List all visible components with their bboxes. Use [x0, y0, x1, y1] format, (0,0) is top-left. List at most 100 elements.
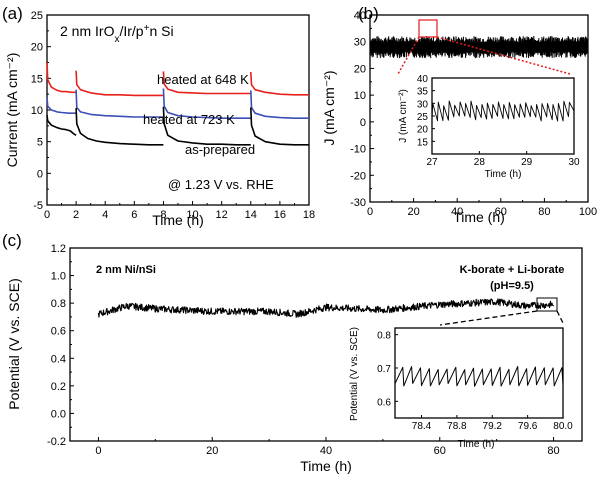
panel-c-ytick-label: 1.2	[51, 243, 66, 255]
panel-c-inset-xtick-label: 80.0	[553, 421, 573, 432]
panel-a-series	[46, 62, 309, 146]
panel-a-xtick-label: 10	[186, 209, 198, 221]
panel-a-note: @ 1.23 V vs. RHE	[168, 177, 274, 192]
panel-b-ytick-label: 30	[354, 37, 366, 49]
panel-a-xtick-label: 6	[131, 209, 137, 221]
series-648k-line	[46, 62, 77, 94]
panel-b-inset-ylabel: J (mA cm⁻²)	[398, 89, 409, 143]
panel-b-xtick-label: 40	[451, 206, 463, 218]
panel-a-title: 2 nm IrOx/Ir/p+n Si	[60, 23, 174, 45]
panel-b-inset-line	[431, 100, 575, 122]
panel-c-ytick-label: -0.2	[47, 436, 66, 448]
panel-b-ticks: 0 20 40 60 80 100 -30 -20 -10 0 10 20 30 40	[350, 10, 597, 218]
panel-b-inset-xtick-label: 30	[568, 157, 580, 168]
panel-a-ytick-label: 25	[31, 10, 43, 22]
panel-a-xtick-label: 14	[245, 209, 257, 221]
panel-c-zoom-line-right	[556, 310, 565, 326]
panel-b-label: (b)	[358, 4, 379, 23]
panel-a-xtick-label: 4	[102, 209, 108, 221]
panel-b-ytick-label: 10	[354, 90, 366, 102]
panel-a-ytick-label: 15	[31, 73, 43, 85]
panel-b-inset-ytick-label: 40	[417, 74, 429, 85]
series-as-prepared-line	[162, 106, 251, 146]
panel-c-ytick-label: 0.2	[51, 381, 66, 393]
series-723k-line	[162, 88, 251, 119]
panel-c-inset-ticks: 78.4 78.8 79.2 79.6 80.0 0.6 0.7 0.8	[377, 331, 573, 432]
panel-a-ytick-label: 10	[31, 105, 43, 117]
series-label-723k: heated at 723 K	[143, 112, 235, 127]
panel-c-ytick-label: 0.6	[51, 326, 66, 338]
series-label-as-prepared: as-prepared	[185, 142, 255, 157]
panel-c-inset: 78.4 78.8 79.2 79.6 80.0 0.6 0.7 0.8 Time (h) P…	[349, 327, 573, 450]
series-as-prepared-line	[250, 107, 309, 146]
series-as-prepared-line	[46, 115, 77, 136]
panel-c: (c) 0 20 40 60 80 -0.2 0.0 0.2 0.4 0.6 0.8 1.0 1.2 2…	[2, 231, 583, 474]
panel-b-ytick-label: -20	[350, 170, 366, 182]
series-label-648k: heated at 648 K	[157, 72, 249, 87]
panel-a-xtick-label: 8	[160, 209, 166, 221]
panel-b-zoom-line-left	[397, 36, 420, 75]
panel-c-ph: (pH=9.5)	[490, 280, 534, 292]
panel-c-xtick-label: 20	[206, 445, 218, 457]
series-648k-line	[162, 71, 251, 95]
panel-c-xtick-label: 80	[547, 445, 559, 457]
panel-b-xlabel: Time (h)	[453, 209, 505, 225]
panel-c-ytick-label: 0.4	[51, 353, 66, 365]
panel-c-xlabel: Time (h)	[300, 458, 352, 474]
panel-c-title: 2 nm Ni/nSi	[96, 264, 156, 276]
panel-b-inset-xtick-label: 27	[426, 157, 438, 168]
panel-b-inset-ytick-label: 20	[417, 125, 429, 136]
panel-c-inset-xtick-label: 79.6	[518, 421, 538, 432]
panel-b-ylabel: J (mA cm⁻²)	[321, 70, 337, 145]
panel-c-ytick-label: 1.0	[51, 271, 66, 283]
panel-b-inset-ytick-label: 15	[417, 137, 429, 148]
panel-a-ytick-label: -5	[33, 200, 43, 212]
panel-b-inset-ytick-label: 35	[417, 87, 429, 98]
panel-a-xtick-label: 18	[303, 209, 315, 221]
panel-b-inset-xlabel: Time (h)	[485, 169, 522, 180]
panel-c-zoom-box	[536, 297, 558, 312]
panel-c-inset-ytick-label: 0.8	[377, 331, 391, 342]
panel-c-inset-series	[394, 366, 564, 387]
panel-c-line	[97, 298, 555, 318]
panel-b-line	[369, 35, 589, 59]
panel-c-inset-xtick-label: 78.4	[412, 421, 432, 432]
panel-b-xtick-label: 20	[407, 206, 419, 218]
panel-a-ytick-label: 20	[31, 42, 43, 54]
series-648k-line	[75, 70, 164, 97]
panel-b-zoom-line-right	[436, 36, 571, 75]
panel-b-xtick-label: 60	[495, 206, 507, 218]
panel-a-ytick-label: 0	[37, 168, 43, 180]
panel-c-zoom-line-left	[439, 310, 538, 326]
panel-a-xtick-label: 16	[274, 209, 286, 221]
panel-b: (b) 0 20 40 60 80 100 -30 -20 -10 0 10 20 30 40 27 28 2…	[321, 4, 597, 225]
panel-a-ytick-label: 5	[37, 137, 43, 149]
panel-b-ytick-label: 40	[354, 10, 366, 22]
panel-b-inset-xtick-label: 28	[474, 157, 486, 168]
panel-b-series	[369, 35, 589, 59]
panel-a-xlabel: Time (h)	[152, 212, 204, 228]
panel-c-ytick-label: 0.0	[51, 408, 66, 420]
panel-b-ytick-label: -30	[350, 197, 366, 209]
panel-c-label: (c)	[2, 231, 22, 250]
panel-c-inset-ytick-label: 0.7	[377, 364, 391, 375]
series-648k-line	[250, 71, 309, 96]
panel-b-ytick-label: 20	[354, 63, 366, 75]
panel-c-inset-xtick-label: 78.8	[447, 421, 467, 432]
panel-c-xtick-label: 0	[95, 445, 101, 457]
panel-b-ytick-label: 0	[360, 117, 366, 129]
panel-a-label: (a)	[2, 4, 23, 23]
panel-b-zoom-box	[418, 19, 438, 38]
panel-c-ytick-label: 0.8	[51, 298, 66, 310]
panel-c-inset-line	[394, 366, 564, 387]
panel-c-inset-frame	[394, 327, 564, 419]
panel-b-xtick-label: 0	[367, 206, 373, 218]
panel-c-series	[97, 298, 555, 318]
panel-b-inset-xtick-label: 29	[521, 157, 533, 168]
panel-b-inset-ytick-label: 30	[417, 99, 429, 110]
panel-a-xtick-label: 2	[73, 209, 79, 221]
panel-c-ticks: 0 20 40 60 80 -0.2 0.0 0.2 0.4 0.6 0.8 1.0 1.2	[47, 243, 560, 457]
